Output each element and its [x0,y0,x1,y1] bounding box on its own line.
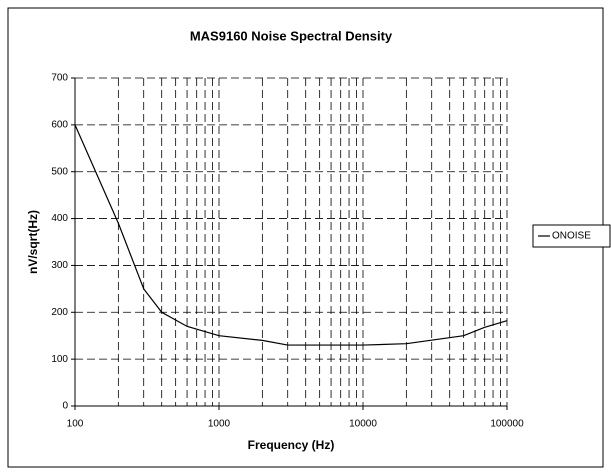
y-tick-label: 100 [51,354,68,365]
x-tick-label: 100000 [490,419,524,430]
x-tick-label: 1000 [208,419,231,430]
chart-title: MAS9160 Noise Spectral Density [190,28,393,43]
y-tick-label: 700 [51,73,68,84]
y-tick-label: 500 [51,166,68,177]
plot-area [75,78,507,406]
y-tick-label: 0 [62,401,68,412]
x-tick-label: 10000 [349,419,377,430]
y-axis-label: nV/sqrt(Hz) [26,210,40,274]
data-line [74,124,508,346]
y-tick-label: 300 [51,260,68,271]
y-tick-label: 600 [51,119,68,130]
legend-box [532,224,611,248]
x-tick-label: 100 [67,419,84,430]
x-axis-label: Frequency (Hz) [248,438,335,452]
y-tick-label: 200 [51,307,68,318]
y-tick-label: 400 [51,213,68,224]
legend-label: ONOISE [552,231,591,242]
